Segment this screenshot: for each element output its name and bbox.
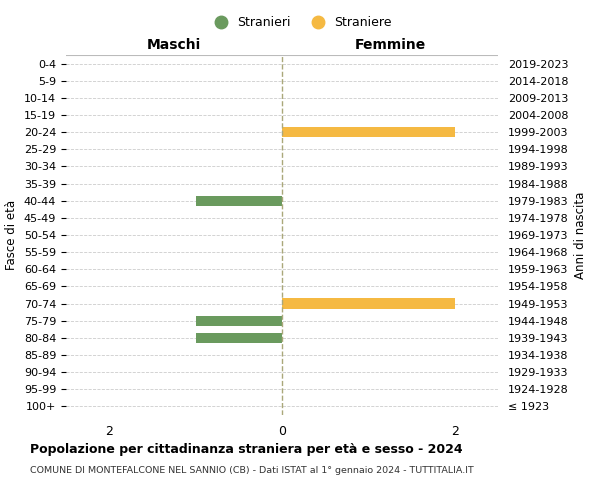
Bar xyxy=(196,332,282,343)
Text: COMUNE DI MONTEFALCONE NEL SANNIO (CB) - Dati ISTAT al 1° gennaio 2024 - TUTTITA: COMUNE DI MONTEFALCONE NEL SANNIO (CB) -… xyxy=(30,466,474,475)
Y-axis label: Anni di nascita: Anni di nascita xyxy=(574,192,587,278)
Bar xyxy=(196,316,282,326)
Text: Femmine: Femmine xyxy=(355,38,425,52)
Text: Popolazione per cittadinanza straniera per età e sesso - 2024: Popolazione per cittadinanza straniera p… xyxy=(30,442,463,456)
Y-axis label: Fasce di età: Fasce di età xyxy=(5,200,19,270)
Bar xyxy=(282,127,455,138)
Bar xyxy=(282,298,455,308)
Legend: Stranieri, Straniere: Stranieri, Straniere xyxy=(203,11,397,34)
Bar xyxy=(196,196,282,206)
Text: Maschi: Maschi xyxy=(147,38,201,52)
